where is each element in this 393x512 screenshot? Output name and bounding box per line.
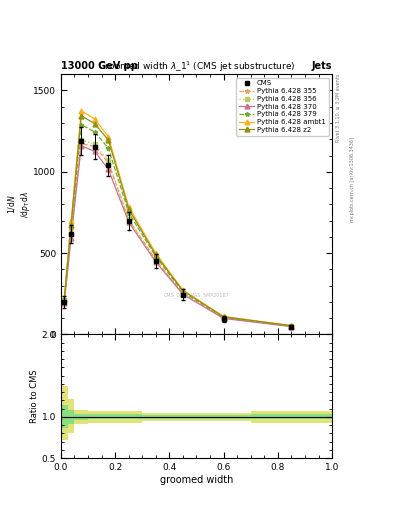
X-axis label: groomed width: groomed width (160, 475, 233, 485)
Text: 13000 GeV pp: 13000 GeV pp (61, 60, 138, 71)
Pythia 6.428 370 (69, 234, 73, 241)
Pythia 6.428 379 (106, 145, 111, 151)
Pythia 6.428 355 (62, 296, 67, 303)
Legend: CMS, Pythia 6.428 355, Pythia 6.428 356, Pythia 6.428 370, Pythia 6.428 379, Pyt: CMS, Pythia 6.428 355, Pythia 6.428 356,… (236, 78, 329, 136)
Pythia 6.428 356 (289, 324, 294, 330)
Pythia 6.428 379 (69, 224, 73, 230)
Line: Pythia 6.428 z2: Pythia 6.428 z2 (62, 113, 294, 328)
Y-axis label: $\mathrm{1 / d}N$
$\mathrm{/ d}p_{\mathrm{T}}\,\mathrm{d}\lambda$: $\mathrm{1 / d}N$ $\mathrm{/ d}p_{\mathr… (6, 190, 32, 218)
Line: Pythia 6.428 355: Pythia 6.428 355 (62, 141, 294, 329)
Pythia 6.428 ambt1 (92, 116, 97, 122)
Pythia 6.428 355 (106, 160, 111, 166)
Title: Groomed width $\lambda$_1$^1$ (CMS jet substructure): Groomed width $\lambda$_1$^1$ (CMS jet s… (98, 60, 295, 74)
Pythia 6.428 ambt1 (221, 313, 226, 319)
Pythia 6.428 379 (79, 121, 84, 127)
Pythia 6.428 z2 (289, 323, 294, 329)
Pythia 6.428 370 (181, 291, 185, 297)
Pythia 6.428 356 (153, 258, 158, 264)
Pythia 6.428 z2 (69, 222, 73, 228)
Pythia 6.428 356 (126, 216, 131, 222)
Text: Jets: Jets (312, 60, 332, 71)
Text: CMS_2021_PAS_SMP20187: CMS_2021_PAS_SMP20187 (163, 292, 230, 298)
Text: Rivet 3.1.10, ≥ 3.2M events: Rivet 3.1.10, ≥ 3.2M events (336, 74, 341, 142)
Pythia 6.428 ambt1 (289, 323, 294, 329)
Pythia 6.428 370 (92, 148, 97, 155)
Pythia 6.428 355 (181, 290, 185, 296)
Pythia 6.428 370 (62, 300, 67, 306)
Pythia 6.428 356 (92, 141, 97, 147)
Pythia 6.428 z2 (79, 113, 84, 119)
Pythia 6.428 356 (62, 298, 67, 304)
Pythia 6.428 z2 (181, 288, 185, 294)
Pythia 6.428 ambt1 (106, 134, 111, 140)
Pythia 6.428 355 (289, 323, 294, 329)
Pythia 6.428 355 (92, 143, 97, 150)
Line: Pythia 6.428 370: Pythia 6.428 370 (62, 143, 294, 329)
Pythia 6.428 379 (181, 289, 185, 295)
Pythia 6.428 355 (79, 140, 84, 146)
Pythia 6.428 356 (106, 157, 111, 163)
Line: Pythia 6.428 356: Pythia 6.428 356 (62, 138, 294, 329)
Pythia 6.428 ambt1 (69, 218, 73, 224)
Pythia 6.428 z2 (126, 206, 131, 212)
Pythia 6.428 370 (153, 259, 158, 265)
Line: Pythia 6.428 ambt1: Pythia 6.428 ambt1 (62, 109, 294, 328)
Pythia 6.428 355 (126, 217, 131, 223)
Pythia 6.428 370 (79, 143, 84, 149)
Pythia 6.428 379 (62, 297, 67, 303)
Pythia 6.428 355 (221, 315, 226, 321)
Pythia 6.428 ambt1 (126, 204, 131, 210)
Pythia 6.428 z2 (106, 137, 111, 143)
Y-axis label: Ratio to CMS: Ratio to CMS (30, 370, 39, 423)
Pythia 6.428 370 (106, 166, 111, 173)
Pythia 6.428 379 (153, 253, 158, 260)
Pythia 6.428 355 (69, 226, 73, 232)
Pythia 6.428 370 (221, 315, 226, 322)
Pythia 6.428 z2 (221, 314, 226, 320)
Pythia 6.428 356 (79, 137, 84, 143)
Pythia 6.428 370 (289, 324, 294, 330)
Pythia 6.428 356 (181, 291, 185, 297)
Pythia 6.428 ambt1 (62, 295, 67, 301)
Pythia 6.428 z2 (62, 295, 67, 302)
Pythia 6.428 379 (221, 314, 226, 320)
Pythia 6.428 379 (92, 129, 97, 135)
Pythia 6.428 ambt1 (181, 287, 185, 293)
Pythia 6.428 356 (69, 231, 73, 238)
Pythia 6.428 ambt1 (79, 108, 84, 114)
Pythia 6.428 370 (126, 219, 131, 225)
Pythia 6.428 379 (289, 323, 294, 329)
Pythia 6.428 356 (221, 315, 226, 321)
Pythia 6.428 z2 (92, 121, 97, 127)
Pythia 6.428 z2 (153, 252, 158, 258)
Pythia 6.428 ambt1 (153, 250, 158, 257)
Pythia 6.428 379 (126, 210, 131, 216)
Text: mcplots.cern.ch [arXiv:1306.3436]: mcplots.cern.ch [arXiv:1306.3436] (350, 137, 355, 222)
Pythia 6.428 355 (153, 257, 158, 263)
Line: Pythia 6.428 379: Pythia 6.428 379 (62, 122, 294, 328)
